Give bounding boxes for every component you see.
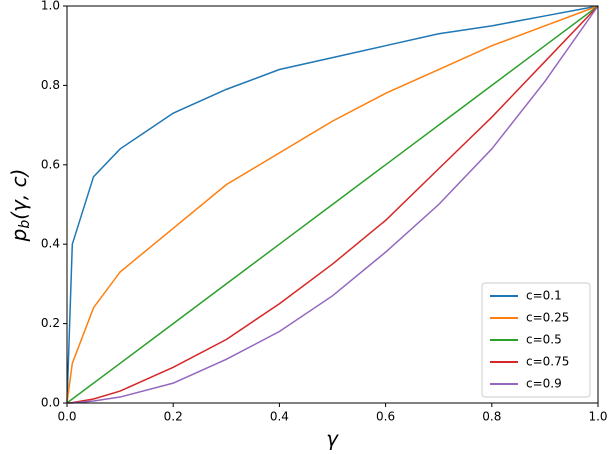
y-tick-label: 1.0 [41, 0, 60, 13]
legend-label: c=0.9 [526, 377, 562, 391]
line-series [66, 5, 599, 404]
legend-label: c=0.25 [526, 311, 569, 325]
plot-frame [66, 5, 599, 404]
legend-label: c=0.75 [526, 355, 569, 369]
y-tick-label: 0.4 [41, 237, 60, 251]
x-tick-label: 0.2 [164, 410, 183, 424]
y-label-sub: b [17, 220, 33, 229]
legend-box [481, 282, 591, 398]
line-series [66, 5, 599, 404]
y-label-base: p [7, 229, 31, 243]
y-axis-label: pb(γ, c) [7, 169, 34, 243]
x-tick-label: 0.6 [376, 410, 395, 424]
x-tick-label: 0.8 [482, 410, 501, 424]
legend-label: c=0.5 [526, 333, 562, 347]
y-label-rest: (γ, c) [7, 169, 31, 220]
x-axis-label: γ [326, 427, 339, 451]
line-series [67, 5, 599, 404]
legend-label: c=0.1 [526, 289, 562, 303]
y-tick-label: 0.0 [41, 396, 60, 410]
y-tick-label: 0.6 [41, 157, 60, 171]
x-tick-label: 0.0 [57, 410, 76, 424]
y-tick-label: 0.2 [41, 316, 60, 330]
line-series [66, 5, 599, 404]
line-series [66, 5, 599, 404]
x-tick-label: 1.0 [588, 410, 607, 424]
y-tick-label: 0.8 [41, 78, 60, 92]
x-tick-label: 0.4 [270, 410, 289, 424]
